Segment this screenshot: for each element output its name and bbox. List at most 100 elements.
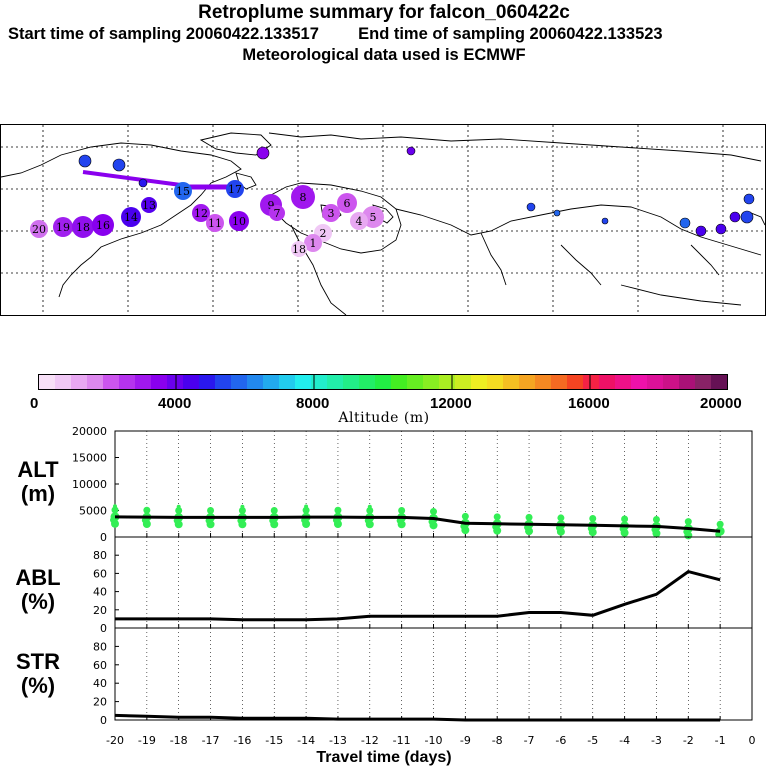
alt-y-tick-label: 0	[100, 531, 107, 544]
plume-point	[526, 202, 536, 212]
colorbar-tick-20000: 20000	[700, 395, 742, 412]
alt-scatter-point	[364, 517, 371, 524]
colorbar-swatch	[295, 375, 311, 389]
str-y-tick-label: 60	[93, 659, 107, 672]
colorbar-swatch	[391, 375, 407, 389]
alt-y-tick-label: 15000	[72, 452, 107, 465]
colorbar-swatch	[631, 375, 647, 389]
alt-scatter-point	[430, 508, 437, 516]
alt-y-tick-label: 10000	[72, 478, 107, 491]
alt-scatter-point	[270, 507, 278, 514]
alt-panel: 20000 15000 10000 5000 0	[72, 425, 753, 544]
colorbar-swatch	[199, 375, 215, 389]
colorbar-label: Altitude (m)	[338, 410, 430, 426]
colorbar-swatch	[615, 375, 631, 389]
alt-scatter-point	[176, 504, 181, 509]
plume-day-label: 19	[56, 221, 70, 234]
colorbar-swatch	[663, 375, 679, 389]
alt-scatter-point	[428, 518, 435, 525]
str-y-tick-label: 80	[93, 640, 107, 653]
colorbar-swatch	[375, 375, 391, 389]
colorbar-swatch	[71, 375, 87, 389]
colorbar-swatch	[487, 375, 503, 389]
plume-day-label: 11	[208, 217, 222, 230]
alt-scatter-point	[524, 524, 531, 531]
x-tick-label: -17	[202, 734, 220, 747]
alt-scatter-point	[651, 526, 658, 533]
plume-point	[112, 158, 126, 172]
colorbar-swatch	[583, 375, 599, 389]
alt-scatter-point	[557, 514, 565, 522]
colorbar-tick-12000: 12000	[430, 395, 472, 412]
plume-centroid	[206, 214, 224, 232]
plume-centroid	[92, 214, 114, 236]
alt-scatter-point	[492, 523, 499, 530]
alt-scatter-point	[334, 506, 342, 514]
colorbar-swatch	[711, 375, 727, 389]
plume-point	[138, 178, 148, 188]
plume-day-label: 10	[232, 215, 246, 228]
str-panel-title: STR (%)	[10, 650, 66, 698]
alt-scatter-point	[110, 517, 116, 524]
sampling-time-line: Start time of sampling 20060422.133517 E…	[8, 25, 768, 44]
plume-centroid	[350, 212, 368, 230]
colorbar-swatch	[55, 375, 71, 389]
str-frame	[114, 627, 753, 721]
x-tick-label: -3	[651, 734, 662, 747]
abl-y-tick-label: 0	[100, 622, 107, 635]
plume-day-label: 16	[96, 219, 110, 232]
alt-scatter-point	[113, 504, 117, 509]
alt-scatter-point	[683, 528, 690, 535]
page-title: Retroplume summary for falcon_060422c	[198, 2, 570, 23]
plume-centroid	[141, 197, 157, 213]
alt-scatter-point	[332, 517, 339, 524]
plume-point	[406, 146, 416, 156]
plume-centroid	[121, 207, 141, 227]
plume-day-label: 20	[32, 223, 46, 236]
plume-day-label: 12	[194, 207, 208, 220]
x-tick-label: 0	[749, 734, 756, 747]
alt-scatter-point	[396, 517, 403, 524]
colorbar-swatch	[311, 375, 327, 389]
colorbar-swatch	[567, 375, 583, 389]
abl-y-tick-label: 40	[93, 586, 107, 599]
x-tick-label: -9	[460, 734, 471, 747]
str-title-line2: (%)	[20, 673, 56, 698]
abl-y-tick-label: 60	[93, 567, 107, 580]
x-tick-label: -12	[361, 734, 379, 747]
alt-title-line1: ALT	[17, 457, 59, 482]
alt-scatter-point	[461, 512, 469, 520]
colorbar-swatch	[39, 375, 55, 389]
alt-scatter-point	[716, 520, 724, 528]
plume-point	[729, 211, 741, 223]
alt-scatter-point	[619, 526, 626, 533]
alt-scatter-point	[621, 515, 629, 523]
alt-scatter-point	[652, 516, 660, 524]
plume-centroid	[226, 180, 244, 198]
colorbar-swatch	[263, 375, 279, 389]
colorbar-tick-16000: 16000	[568, 395, 610, 412]
colorbar-swatch	[343, 375, 359, 389]
colorbar-tick-4000: 4000	[158, 395, 192, 412]
alt-y-tick-label: 20000	[72, 425, 107, 438]
colorbar-swatch	[535, 375, 551, 389]
plume-day-label: 4	[356, 215, 363, 228]
x-tick-label: -6	[555, 734, 566, 747]
plume-point	[256, 146, 270, 160]
plume-centroid	[192, 204, 210, 222]
plume-centroid	[72, 216, 94, 238]
alt-scatter-point	[301, 517, 308, 524]
colorbar-swatch	[455, 375, 471, 389]
colorbar-swatch	[183, 375, 199, 389]
plume-day-label: 3	[328, 207, 335, 220]
plume-centroid	[337, 193, 357, 213]
colorbar-swatch	[359, 375, 375, 389]
x-tick-label: -10	[425, 734, 443, 747]
alt-scatter-point	[173, 517, 180, 524]
plume-point	[740, 210, 754, 224]
x-tick-label: -2	[683, 734, 694, 747]
abl-panel-title: ABL (%)	[10, 566, 66, 614]
alt-scatter-point	[684, 518, 692, 526]
start-time-label: Start time of sampling 20060422.133517	[8, 25, 319, 43]
